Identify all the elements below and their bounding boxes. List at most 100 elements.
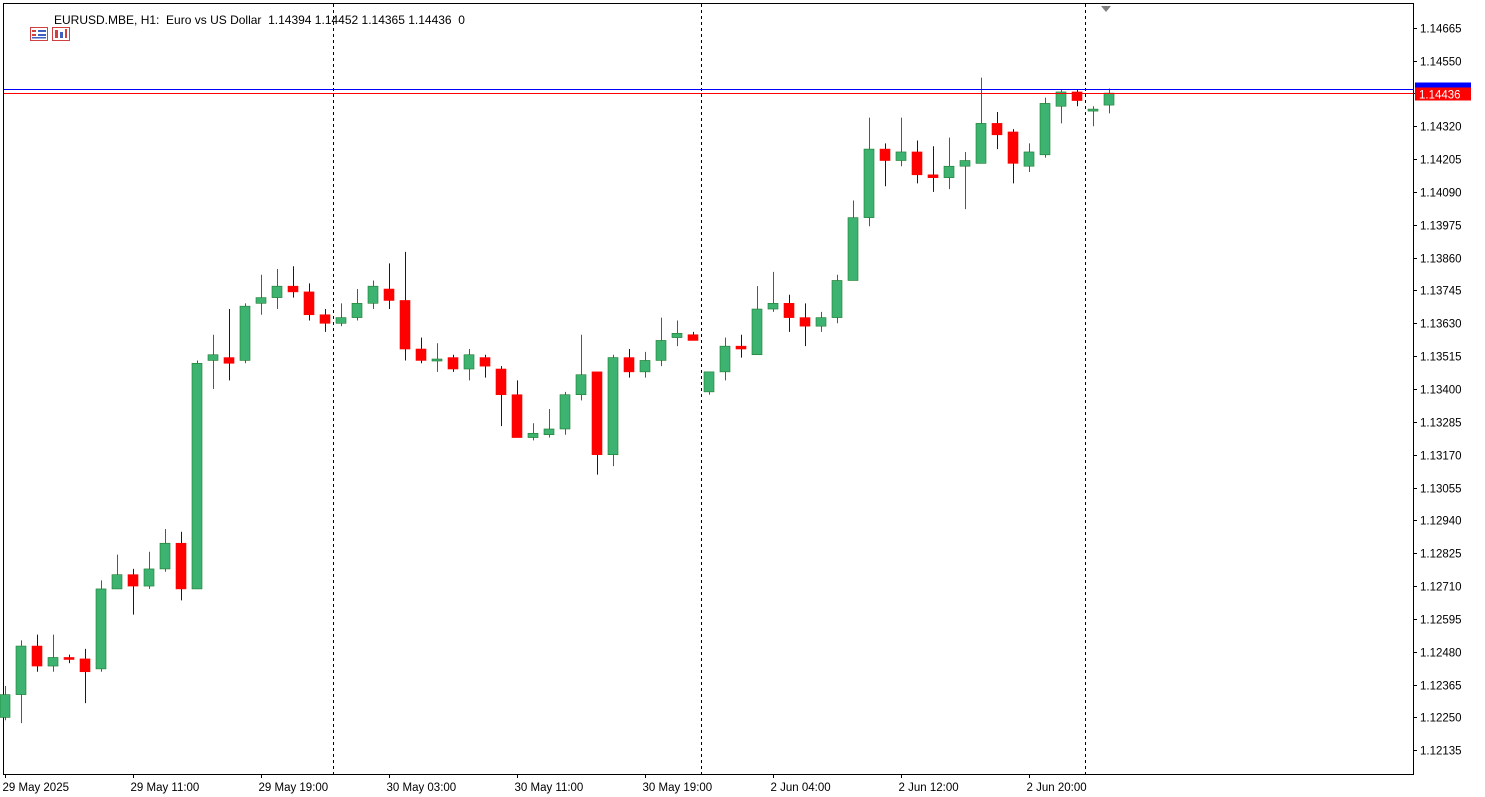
candle[interactable]	[239, 303, 251, 364]
candle[interactable]	[175, 531, 187, 601]
bear-candle-body	[479, 357, 491, 367]
candle[interactable]	[207, 334, 219, 389]
candle[interactable]	[223, 309, 235, 381]
candle[interactable]	[191, 360, 203, 590]
candle[interactable]	[15, 640, 27, 724]
candle[interactable]	[911, 140, 923, 184]
bear-candle-body	[383, 288, 395, 301]
y-tick-label: 1.12135	[1420, 746, 1462, 758]
candle[interactable]	[623, 349, 635, 378]
bull-candle-body	[863, 148, 875, 218]
candle[interactable]	[895, 117, 907, 167]
x-tick-label: 2 Jun 20:00	[1027, 782, 1087, 794]
candle[interactable]	[383, 263, 395, 310]
candle[interactable]	[703, 371, 715, 395]
candle[interactable]	[367, 280, 379, 310]
candle[interactable]	[1103, 88, 1115, 114]
candle[interactable]	[47, 634, 59, 672]
chart-header: EURUSD.MBE, H1: Euro vs US Dollar 1.1439…	[10, 11, 465, 41]
time-axis[interactable]: 29 May 2025 29 May 11:00 29 May 19:00 30 Ma…	[3, 774, 1087, 794]
candle[interactable]	[335, 303, 347, 327]
candle[interactable]	[751, 286, 763, 356]
bull-candle-body	[1055, 91, 1067, 107]
candle[interactable]	[1071, 89, 1083, 107]
candle[interactable]	[639, 351, 651, 378]
candle[interactable]	[671, 320, 683, 347]
bear-candle-body	[1071, 91, 1083, 101]
candle[interactable]	[831, 274, 843, 324]
candle[interactable]	[655, 317, 667, 367]
candle[interactable]	[511, 380, 523, 438]
candle[interactable]	[959, 151, 971, 210]
candle[interactable]	[31, 634, 43, 672]
candle[interactable]	[415, 337, 427, 364]
price-axis[interactable]: 1.146651.145501.144351.143201.142051.140…	[1413, 24, 1471, 758]
volume-value: 0	[458, 13, 465, 27]
bear-candle-body	[287, 285, 299, 293]
candle[interactable]	[943, 137, 955, 190]
candle[interactable]	[591, 371, 603, 475]
candle[interactable]	[1007, 129, 1019, 184]
bull-candle-body	[111, 574, 123, 590]
candle[interactable]	[527, 423, 539, 441]
bull-candle-body	[575, 374, 587, 396]
candle[interactable]	[287, 266, 299, 298]
candle[interactable]	[447, 354, 459, 372]
candle[interactable]	[63, 654, 75, 664]
candle[interactable]	[735, 334, 747, 358]
bull-candle-body	[0, 694, 11, 718]
candle[interactable]	[607, 354, 619, 467]
bear-candle-body	[399, 300, 411, 350]
candle[interactable]	[719, 337, 731, 381]
candle[interactable]	[783, 294, 795, 332]
candle[interactable]	[975, 77, 987, 164]
candle[interactable]	[687, 331, 699, 341]
bull-candle-body	[639, 360, 651, 373]
candles[interactable]	[0, 77, 1115, 724]
candle[interactable]	[1055, 89, 1067, 124]
candle[interactable]	[847, 200, 859, 281]
candle[interactable]	[543, 408, 555, 438]
chart-shift-marker[interactable]	[1101, 6, 1111, 12]
candle[interactable]	[575, 334, 587, 401]
candle[interactable]	[767, 271, 779, 312]
y-tick-label: 1.14550	[1420, 57, 1462, 69]
candle[interactable]	[303, 283, 315, 321]
candle[interactable]	[319, 309, 331, 332]
candle[interactable]	[399, 251, 411, 361]
candle[interactable]	[495, 366, 507, 427]
candle[interactable]	[351, 289, 363, 321]
candle[interactable]	[159, 528, 171, 572]
candle[interactable]	[111, 554, 123, 590]
candle[interactable]	[431, 343, 443, 372]
candle[interactable]	[863, 117, 875, 227]
bull-candle-body	[703, 371, 715, 393]
candle[interactable]	[463, 349, 475, 381]
candle[interactable]	[559, 391, 571, 435]
candle[interactable]	[1023, 143, 1035, 172]
depth-of-market-icon[interactable]	[32, 13, 71, 41]
y-tick-label: 1.13975	[1420, 221, 1462, 233]
candle[interactable]	[0, 686, 11, 721]
candle[interactable]	[255, 274, 267, 315]
candle[interactable]	[127, 568, 139, 615]
one-click-trading-icon[interactable]	[10, 13, 49, 41]
candle[interactable]	[479, 354, 491, 378]
y-tick-label: 1.13400	[1420, 385, 1462, 397]
candle[interactable]	[271, 269, 283, 310]
y-tick-label: 1.13285	[1420, 418, 1462, 430]
candle[interactable]	[1039, 97, 1051, 158]
candle[interactable]	[799, 303, 811, 347]
candle[interactable]	[927, 146, 939, 192]
candle[interactable]	[1087, 106, 1099, 127]
candle[interactable]	[879, 143, 891, 187]
candle[interactable]	[79, 648, 91, 704]
bear-candle-body	[31, 645, 43, 667]
candle[interactable]	[815, 311, 827, 332]
bear-candle-body	[911, 151, 923, 176]
candle[interactable]	[991, 111, 1003, 150]
candle[interactable]	[143, 551, 155, 589]
candle[interactable]	[95, 580, 107, 672]
